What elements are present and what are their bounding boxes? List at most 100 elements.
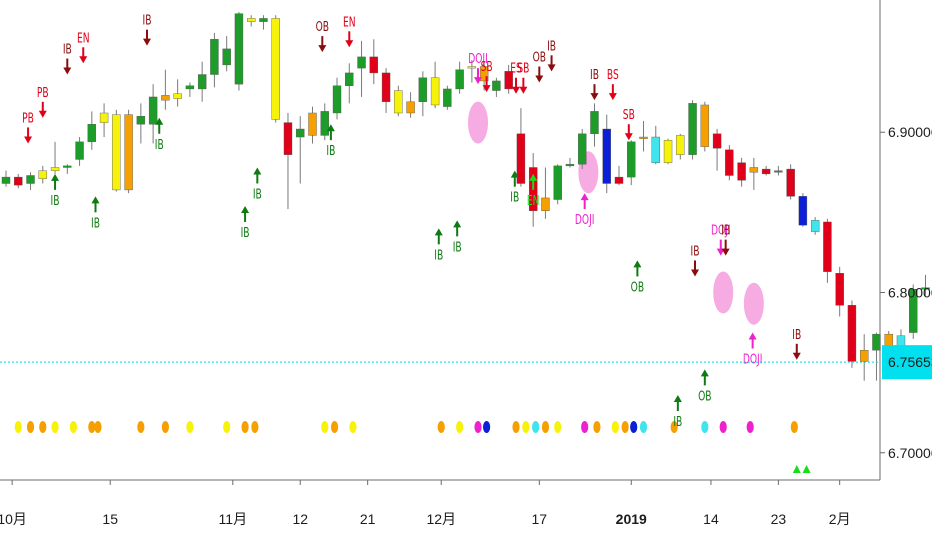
signal-arrow-down	[535, 75, 544, 83]
signal-label: OB	[316, 19, 329, 35]
candle-body	[75, 141, 84, 160]
signal-annotation: IB	[547, 38, 556, 72]
candle	[504, 64, 513, 94]
candle-body	[197, 74, 207, 90]
signal-dot	[746, 421, 754, 433]
y-axis-ticks: 6.70000 6.80000 6.90000	[880, 124, 932, 461]
signal-arrow-down	[142, 38, 151, 46]
signal-arrow-down	[608, 93, 617, 101]
candle-body	[345, 72, 354, 86]
candle-body	[823, 221, 832, 272]
signal-annotation: SB	[517, 60, 529, 94]
candle	[847, 300, 857, 368]
signal-dot	[349, 421, 357, 433]
x-tick-label: 12	[292, 511, 308, 527]
candle	[26, 172, 35, 190]
doji-highlight-circle	[713, 271, 734, 314]
signal-dot	[88, 421, 96, 433]
signal-dot	[639, 421, 648, 433]
candle	[296, 116, 305, 184]
candle	[430, 61, 440, 109]
x-axis-ticks: 10月 15 11月 12 21 12月 17 2019 14 23 2月	[0, 480, 851, 527]
candle	[222, 36, 231, 72]
signal-annotation: IB	[510, 170, 519, 205]
candle	[381, 68, 391, 113]
candle	[492, 77, 501, 97]
candle-body	[296, 128, 305, 138]
signal-arrow-up	[155, 117, 164, 125]
signal-label: SB	[481, 59, 493, 75]
candle-body	[222, 48, 231, 66]
signal-arrow-up	[51, 173, 60, 181]
signal-arrow-up	[673, 395, 682, 403]
candle-body	[688, 103, 697, 155]
candle-body	[761, 168, 771, 175]
candle-body	[99, 112, 109, 123]
signal-arrow-down	[691, 269, 700, 277]
candle	[823, 218, 832, 283]
signal-arrow-up	[580, 193, 589, 201]
signal-dot	[69, 421, 78, 433]
signal-label: BS	[607, 67, 619, 83]
candle	[148, 84, 158, 144]
candle	[271, 15, 280, 123]
candle-body	[26, 175, 35, 184]
candle-body	[148, 96, 158, 125]
signal-dot	[51, 421, 59, 433]
candle-body	[320, 111, 329, 136]
signal-triangle	[802, 465, 811, 473]
candles-layer	[1, 12, 930, 381]
candle	[38, 165, 47, 184]
candle	[725, 145, 734, 181]
candle-body	[663, 140, 673, 163]
candle-body	[786, 168, 795, 197]
signal-arrow-down	[512, 86, 521, 94]
x-tick-label: 2月	[829, 511, 851, 527]
candle	[602, 114, 611, 194]
candle-body	[504, 71, 513, 90]
candle	[443, 85, 452, 110]
candle	[553, 164, 562, 205]
candle	[676, 133, 685, 160]
signal-dot	[186, 421, 194, 433]
signal-arrow-down	[63, 67, 72, 75]
signal-annotation: IB	[253, 167, 262, 202]
signal-arrow-up	[529, 173, 538, 181]
candle-body	[369, 56, 378, 74]
candle-body	[467, 66, 477, 69]
signal-dot	[581, 421, 589, 433]
candle	[590, 103, 599, 147]
candle	[810, 217, 820, 235]
signal-arrow-down	[721, 248, 730, 256]
signal-arrow-down	[318, 45, 327, 53]
candle	[516, 108, 526, 187]
signal-annotation: IB	[673, 395, 682, 429]
signal-dot	[39, 421, 47, 433]
signal-label: SB	[623, 107, 635, 123]
signal-dot	[630, 421, 638, 433]
candle-body	[283, 122, 293, 155]
candle-body	[725, 149, 734, 176]
signal-arrow-down	[79, 56, 88, 64]
signal-label: IB	[792, 327, 801, 343]
signal-label: DOJI	[575, 212, 595, 228]
signal-arrow-up	[434, 228, 443, 236]
signal-label: IB	[155, 137, 164, 153]
candle-body	[602, 128, 611, 184]
signal-label: DOJI	[711, 222, 731, 238]
signal-annotation: PB	[22, 110, 34, 144]
signal-label: IB	[63, 41, 72, 57]
signal-annotation: IB	[434, 228, 443, 263]
candle	[663, 138, 673, 165]
signal-dot	[611, 421, 619, 433]
candle	[712, 129, 722, 171]
signal-arrow-up	[91, 196, 100, 204]
candle-body	[430, 77, 440, 106]
signal-label: PB	[22, 110, 34, 126]
signal-arrow-down	[624, 133, 633, 141]
signal-label: IB	[51, 193, 60, 209]
y-tick-label: 6.90000	[888, 124, 932, 140]
candle	[627, 140, 636, 186]
candle-body	[161, 95, 170, 101]
candle	[50, 141, 60, 174]
